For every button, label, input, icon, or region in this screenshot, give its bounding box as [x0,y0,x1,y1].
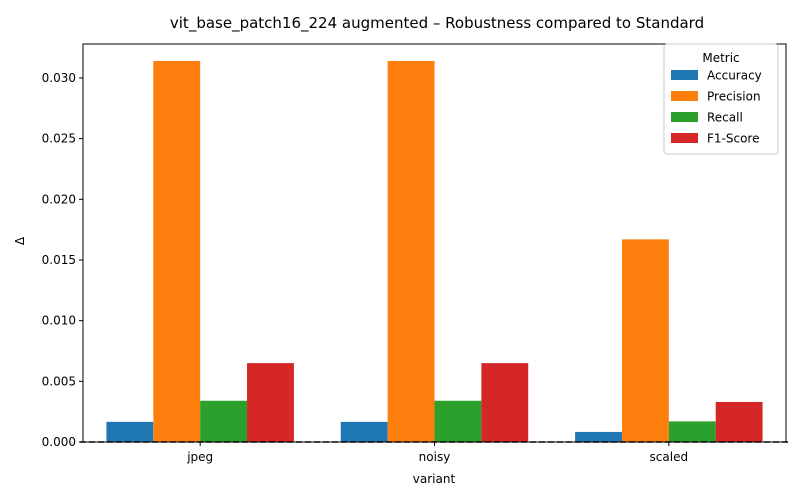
legend-swatch-f1-score [671,133,698,143]
bar-scaled-recall [668,421,716,442]
legend-title: Metric [702,51,739,65]
x-axis: jpeg noisy scaled [186,442,688,464]
bar-scaled-precision [621,239,669,442]
bar-noisy-accuracy [340,421,388,442]
legend-label-precision: Precision [707,90,761,104]
y-axis: 0.000 0.005 0.010 0.015 0.020 0.025 0.030 [42,71,83,449]
legend-swatch-accuracy [671,70,698,80]
bar-jpeg-accuracy [106,421,154,442]
x-tick-label: jpeg [186,450,213,464]
bars-group [106,60,763,443]
legend-label-recall: Recall [707,111,743,125]
x-axis-label: variant [413,472,456,486]
chart-title: vit_base_patch16_224 augmented – Robustn… [170,14,704,33]
y-tick-label: 0.025 [42,132,76,146]
y-tick-label: 0.020 [42,192,76,206]
legend-items: Accuracy Precision Recall F1-Score [671,69,762,146]
bar-scaled-accuracy [575,431,622,442]
y-axis-label: Δ [13,236,27,245]
bar-noisy-recall [434,400,482,442]
x-tick-label: noisy [419,450,451,464]
y-tick-label: 0.015 [42,253,76,267]
legend: Metric Accuracy Precision Recall F1-Score [663,43,779,155]
bar-scaled-f1-score [715,401,763,442]
y-tick-label: 0.010 [42,314,76,328]
bar-jpeg-f1-score [247,363,294,442]
y-tick-label: 0.005 [42,374,76,388]
legend-swatch-precision [671,91,698,101]
plot-frame [82,43,787,443]
legend-swatch-recall [671,112,698,122]
legend-label-accuracy: Accuracy [707,69,762,83]
bar-noisy-precision [387,60,435,443]
legend-label-f1-score: F1-Score [707,132,759,146]
bar-jpeg-precision [153,60,201,443]
x-tick-label: scaled [650,450,689,464]
y-tick-label: 0.000 [42,435,76,449]
y-tick-label: 0.030 [42,71,76,85]
bar-jpeg-recall [200,400,248,442]
bar-noisy-f1-score [481,363,529,442]
